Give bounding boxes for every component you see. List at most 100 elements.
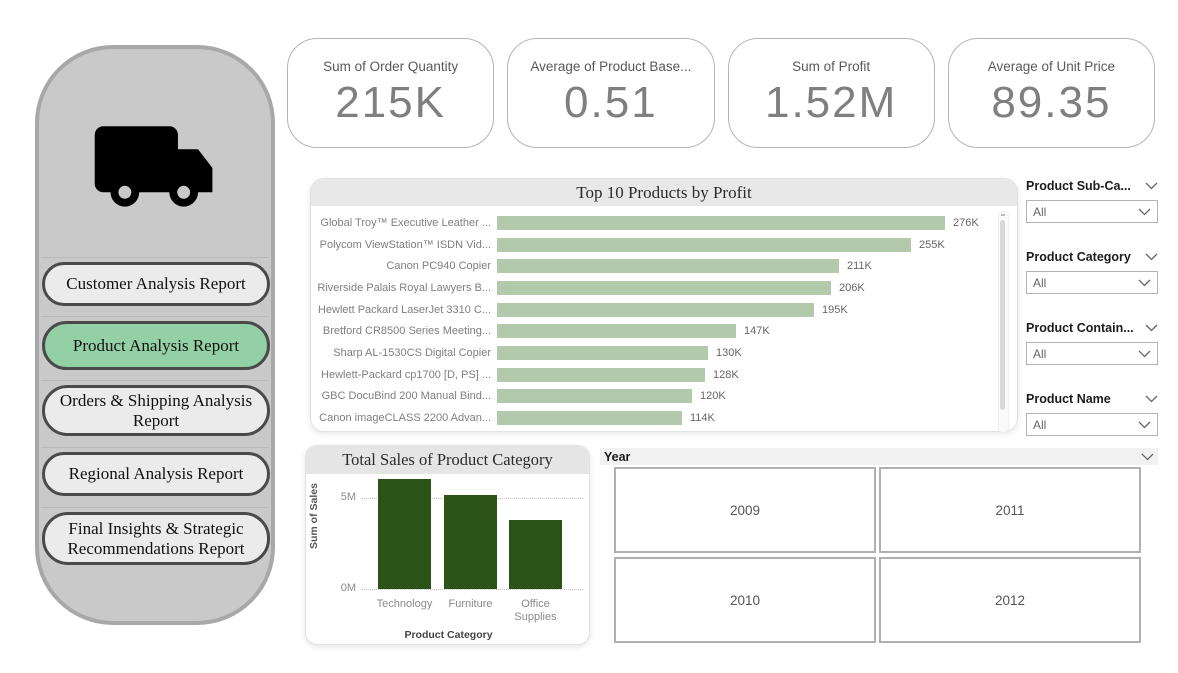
top10-products-panel: Top 10 Products by Profit Global Troy™ E… (310, 178, 1018, 433)
bar-category-label: Canon imageCLASS 2200 Advan... (319, 411, 491, 424)
top10-row: Hewlett Packard LaserJet 3310 C... 195K (311, 300, 989, 320)
filter-label: Product Contain... (1026, 318, 1158, 338)
filter-dropdown[interactable]: All (1026, 342, 1158, 365)
category-chart-title: Total Sales of Product Category (306, 446, 589, 474)
filter-label-text: Product Category (1026, 250, 1131, 264)
year-option-2009[interactable]: 2009 (614, 467, 876, 553)
filter-group-1: Product Category All (1026, 247, 1158, 294)
filter-selected-value: All (1033, 275, 1047, 290)
chevron-down-icon[interactable] (1145, 253, 1158, 261)
kpi-title: Average of Unit Price (987, 58, 1116, 74)
ytick-5m: 5M (340, 491, 356, 503)
top10-row: Polycom ViewStation™ ISDN Vid... 255K (311, 235, 989, 255)
bar-value-label: 276K (953, 217, 979, 229)
kpi-card-3: Average of Unit Price 89.35 (947, 38, 1155, 148)
year-option-2010[interactable]: 2010 (614, 557, 876, 643)
profit-bar[interactable] (497, 237, 911, 252)
scrollbar-thumb[interactable] (1000, 220, 1005, 410)
top10-scrollbar[interactable] (998, 211, 1009, 433)
profit-bar[interactable] (497, 389, 692, 404)
profit-bar[interactable] (497, 216, 945, 230)
sidebar-item-product[interactable]: Product Analysis Report (42, 321, 270, 370)
sidebar-item-regional[interactable]: Regional Analysis Report (42, 452, 270, 496)
bar-category-label: Global Troy™ Executive Leather ... (320, 217, 491, 229)
top10-chart-title: Top 10 Products by Profit (311, 179, 1017, 206)
chevron-down-icon (1138, 421, 1151, 429)
filter-group-0: Product Sub-Ca... All (1026, 176, 1158, 223)
gridline-0m (361, 589, 583, 590)
year-slicer-header: Year (600, 448, 1158, 465)
filter-group-2: Product Contain... All (1026, 318, 1158, 365)
filter-label: Product Name (1026, 389, 1158, 409)
top10-row: Canon imageCLASS 2200 Advan... 114K (311, 408, 989, 428)
bar-category-label: Bretford CR8500 Series Meeting... (322, 325, 491, 338)
year-option-2011[interactable]: 2011 (879, 467, 1141, 553)
category-plot: 5M 0M Sum of Sales Product Category Tech… (306, 474, 591, 646)
profit-bar[interactable] (497, 367, 705, 382)
sidebar-divider (41, 380, 269, 381)
profit-bar[interactable] (497, 410, 682, 425)
filter-label-text: Product Contain... (1026, 321, 1134, 335)
chevron-down-icon[interactable] (1145, 324, 1158, 332)
bar-value-label: 114K (690, 411, 715, 424)
kpi-title: Average of Product Base... (530, 58, 692, 74)
filter-label-text: Product Name (1026, 392, 1111, 406)
kpi-title: Sum of Profit (792, 58, 871, 74)
top10-row: Global Troy™ Executive Leather ... 276K (311, 213, 989, 233)
bar-category-label: Hewlett Packard LaserJet 3310 C... (317, 303, 491, 316)
scrollbar-up-arrow[interactable] (1001, 214, 1005, 216)
profit-bar[interactable] (497, 280, 831, 295)
filter-dropdown[interactable]: All (1026, 271, 1158, 294)
chevron-down-icon[interactable] (1141, 453, 1154, 461)
top10-row: Riverside Palais Royal Lawyers B... 206K (311, 278, 989, 298)
profit-bar[interactable] (497, 324, 736, 339)
year-slicer-label: Year (604, 449, 631, 464)
bar-value-label: 211K (847, 260, 872, 273)
year-slicer-options: 2009 2011 2010 2012 (614, 467, 1141, 643)
sidebar-item-customer[interactable]: Customer Analysis Report (42, 262, 270, 306)
top10-row: Hewlett-Packard cp1700 [D, PS] ... 128K (311, 365, 989, 385)
top10-row: Canon PC940 Copier 211K (311, 256, 989, 276)
bar-category-label: Riverside Palais Royal Lawyers B... (317, 281, 491, 294)
category-sales-panel: Total Sales of Product Category 5M 0M Su… (305, 445, 590, 645)
category-bar[interactable] (444, 495, 497, 589)
chevron-down-icon[interactable] (1145, 182, 1158, 190)
sidebar-divider (41, 257, 269, 258)
profit-bar[interactable] (497, 302, 814, 317)
bar-value-label: 130K (716, 346, 742, 359)
filter-panel: Product Sub-Ca... All Product Category All P… (1026, 176, 1158, 460)
profit-bar[interactable] (497, 345, 708, 360)
kpi-card-0: Sum of Order Quantity 215K (287, 38, 495, 148)
chevron-down-icon (1138, 279, 1151, 287)
sidebar-item-orders[interactable]: Orders & Shipping Analysis Report (42, 385, 270, 436)
bar-value-label: 147K (744, 325, 770, 338)
bar-category-label: Canon PC940 Copier (386, 260, 491, 273)
sidebar-divider (41, 316, 269, 317)
top10-row: Sharp AL-1530CS Digital Copier 130K (311, 343, 989, 363)
kpi-card-1: Average of Product Base... 0.51 (507, 38, 715, 148)
category-bar[interactable] (509, 520, 562, 589)
sidebar-item-final[interactable]: Final Insights & Strategic Recommendatio… (42, 512, 270, 565)
sidebar: Customer Analysis Report Product Analysis… (35, 45, 275, 625)
category-bar[interactable] (378, 479, 431, 589)
kpi-value: 89.35 (991, 77, 1112, 127)
filter-selected-value: All (1033, 346, 1047, 361)
bar-value-label: 195K (822, 303, 848, 316)
kpi-row: Sum of Order Quantity 215K Average of Prod… (287, 38, 1155, 148)
filter-dropdown[interactable]: All (1026, 200, 1158, 223)
profit-bar[interactable] (497, 259, 839, 274)
filter-selected-value: All (1033, 204, 1047, 219)
year-option-2012[interactable]: 2012 (879, 557, 1141, 643)
bar-value-label: 120K (700, 390, 726, 403)
ytick-0m: 0M (340, 582, 356, 594)
x-axis-label: Product Category (404, 629, 493, 641)
top10-rows: Global Troy™ Executive Leather ... 276K Po… (311, 213, 989, 428)
chevron-down-icon[interactable] (1145, 395, 1158, 403)
kpi-title: Sum of Order Quantity (323, 58, 459, 74)
filter-label: Product Sub-Ca... (1026, 176, 1158, 196)
filter-selected-value: All (1033, 417, 1047, 432)
kpi-card-2: Sum of Profit 1.52M (727, 38, 935, 148)
filter-dropdown[interactable]: All (1026, 413, 1158, 436)
x-tick-label: Office Supplies (514, 598, 557, 624)
